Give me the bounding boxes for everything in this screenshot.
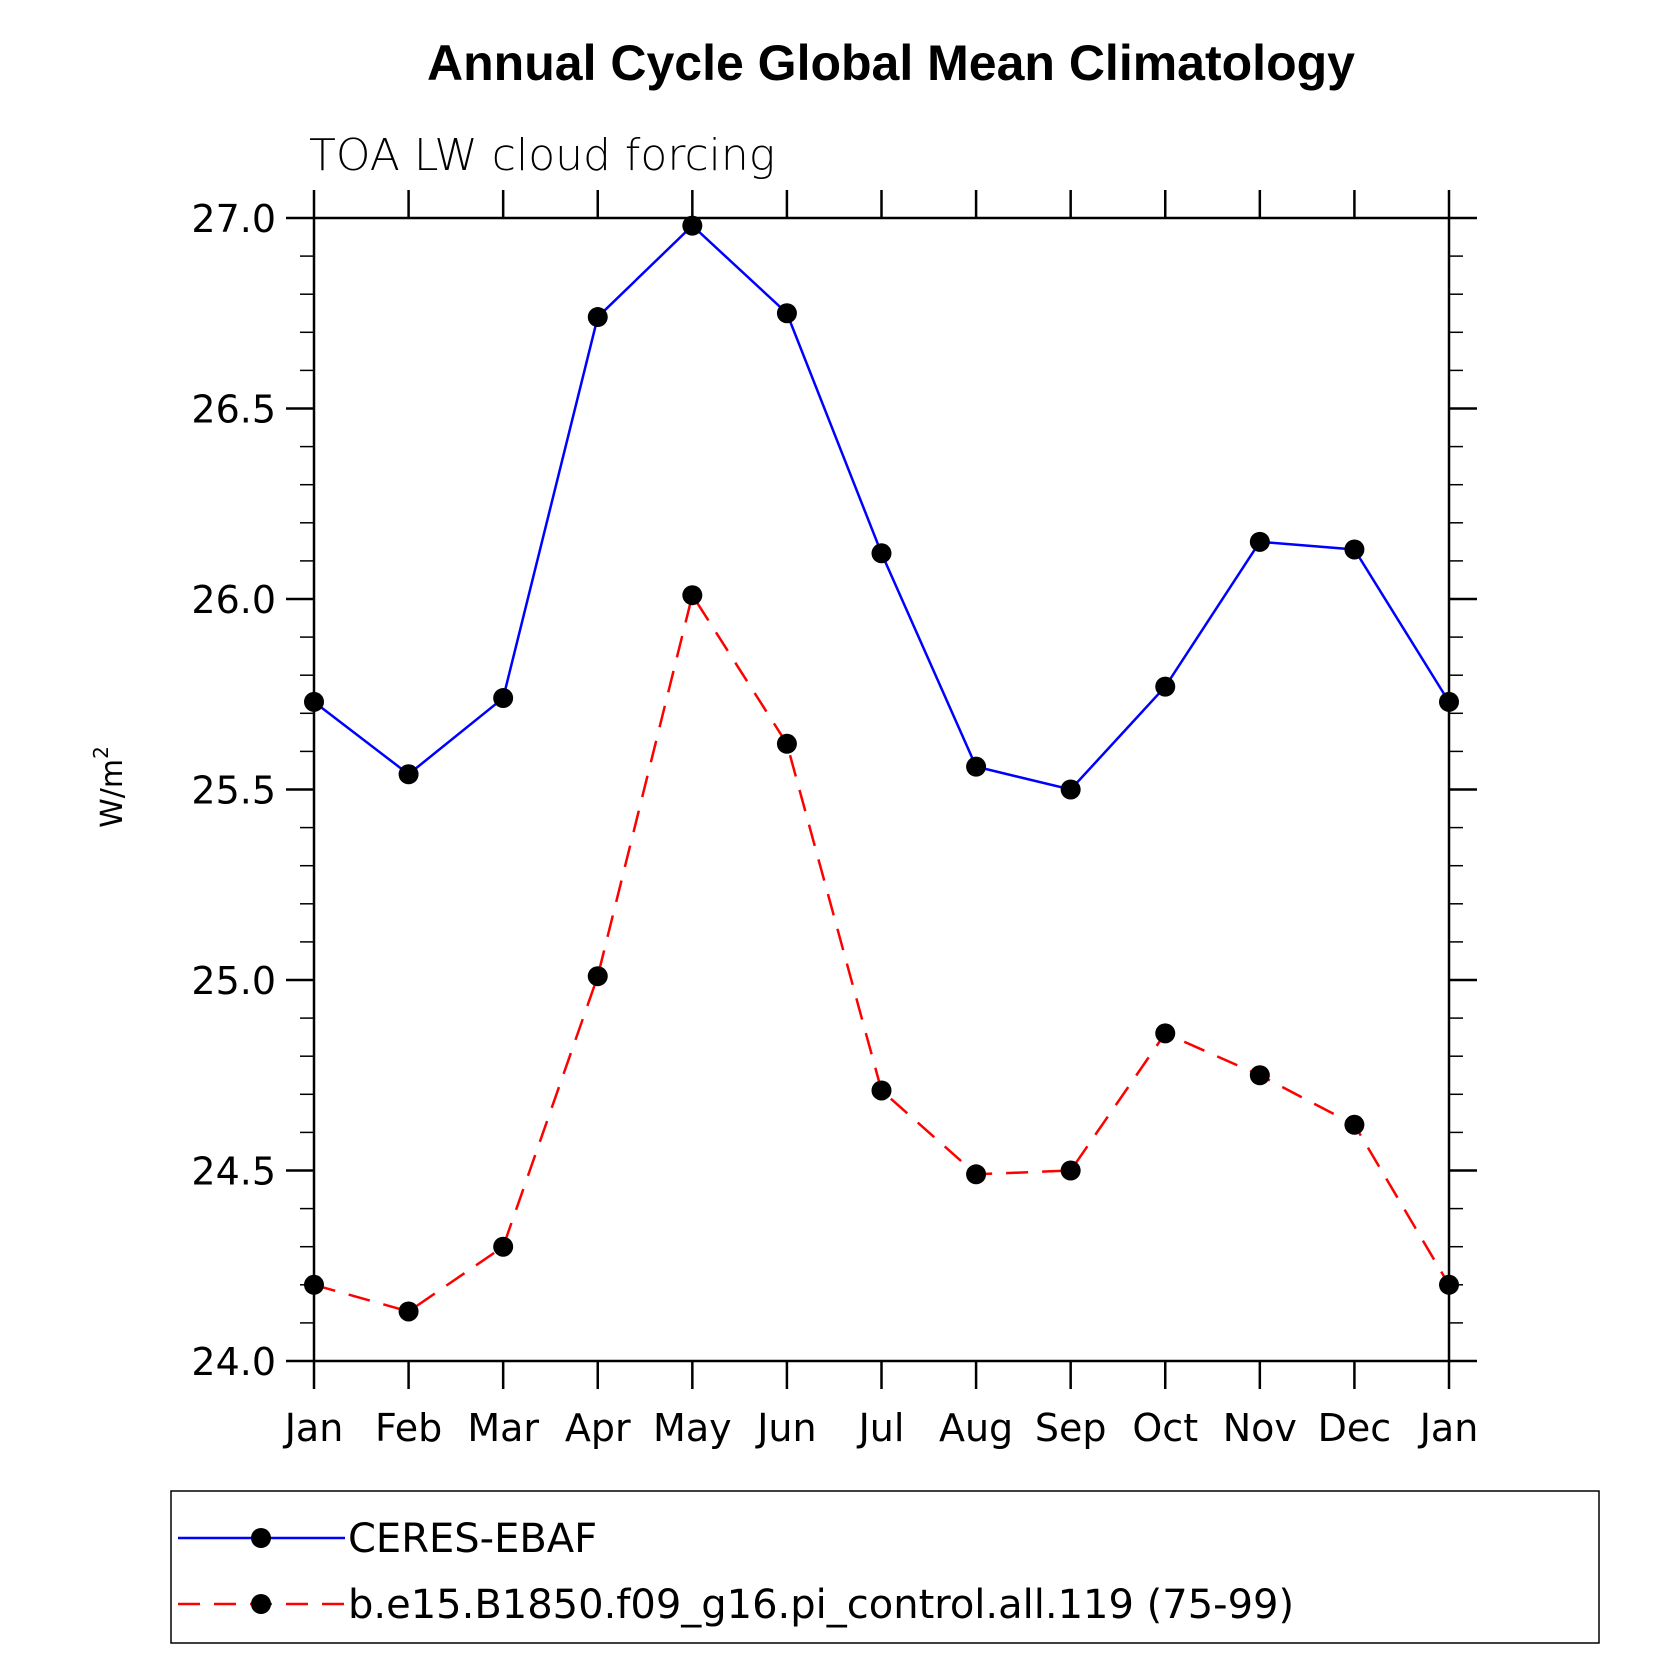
legend-label-1: b.e15.B1850.f09_g16.pi_control.all.119 (… bbox=[348, 1582, 1294, 1628]
chart-subtitle: TOA LW cloud forcing bbox=[309, 130, 775, 181]
data-point-0 bbox=[1249, 531, 1270, 552]
data-point-0 bbox=[493, 688, 514, 709]
y-axis-label: W/m2 bbox=[89, 746, 130, 828]
data-point-1 bbox=[871, 1080, 892, 1101]
data-point-1 bbox=[493, 1236, 514, 1257]
data-point-1 bbox=[1344, 1114, 1365, 1135]
data-point-1 bbox=[966, 1164, 987, 1185]
data-point-1 bbox=[1249, 1065, 1270, 1086]
data-point-0 bbox=[966, 756, 987, 777]
x-tick-label: Jul bbox=[857, 1406, 905, 1450]
legend-marker-1 bbox=[251, 1594, 271, 1614]
data-point-0 bbox=[1060, 779, 1081, 800]
x-tick-label: Mar bbox=[467, 1406, 539, 1450]
legend: CERES-EBAF b.e15.B1850.f09_g16.pi_control… bbox=[178, 1516, 1294, 1628]
svg-text:W/m2: W/m2 bbox=[89, 746, 130, 828]
data-point-0 bbox=[398, 764, 419, 785]
data-point-0 bbox=[682, 215, 703, 236]
y-tick-label: 24.0 bbox=[191, 1340, 276, 1384]
data-point-1 bbox=[587, 966, 608, 987]
series-line-1 bbox=[313, 592, 1451, 1313]
series-line-0 bbox=[313, 223, 1451, 791]
x-tick-label: Apr bbox=[565, 1406, 631, 1450]
y-tick-label: 27.0 bbox=[191, 197, 276, 241]
x-tick-label: Oct bbox=[1132, 1406, 1198, 1450]
x-tick-label: Jan bbox=[1418, 1406, 1479, 1450]
data-point-0 bbox=[587, 307, 608, 328]
y-tick-label: 26.5 bbox=[191, 388, 276, 432]
x-tick-label: Jan bbox=[283, 1406, 344, 1450]
chart-title: Annual Cycle Global Mean Climatology bbox=[427, 35, 1355, 91]
data-point-0 bbox=[871, 543, 892, 564]
legend-box bbox=[170, 1490, 1600, 1644]
y-tick-label: 26.0 bbox=[191, 578, 276, 622]
plot-frame bbox=[312, 216, 1451, 1363]
y-axis-label-text: W/m bbox=[95, 759, 130, 828]
data-point-1 bbox=[1060, 1160, 1081, 1181]
data-point-0 bbox=[776, 303, 797, 324]
x-tick-label: Aug bbox=[939, 1406, 1013, 1450]
data-point-1 bbox=[682, 585, 703, 606]
data-point-1 bbox=[398, 1301, 419, 1322]
y-tick-label: 24.5 bbox=[191, 1150, 276, 1194]
y-axis-label-superscript: 2 bbox=[89, 746, 113, 759]
data-point-0 bbox=[1155, 676, 1176, 697]
legend-marker-0 bbox=[251, 1528, 271, 1548]
x-tick-label: Feb bbox=[375, 1406, 442, 1450]
x-tick-label: May bbox=[653, 1406, 732, 1450]
x-tick-label: Jun bbox=[755, 1406, 816, 1450]
y-tick-label: 25.0 bbox=[191, 959, 276, 1003]
y-tick-label: 25.5 bbox=[191, 769, 276, 813]
x-tick-label: Nov bbox=[1223, 1406, 1297, 1450]
data-point-1 bbox=[1155, 1023, 1176, 1044]
legend-label-0: CERES-EBAF bbox=[348, 1516, 597, 1562]
data-point-0 bbox=[1344, 539, 1365, 560]
x-tick-label: Dec bbox=[1318, 1406, 1392, 1450]
data-point-1 bbox=[776, 733, 797, 754]
x-tick-label: Sep bbox=[1035, 1406, 1107, 1450]
